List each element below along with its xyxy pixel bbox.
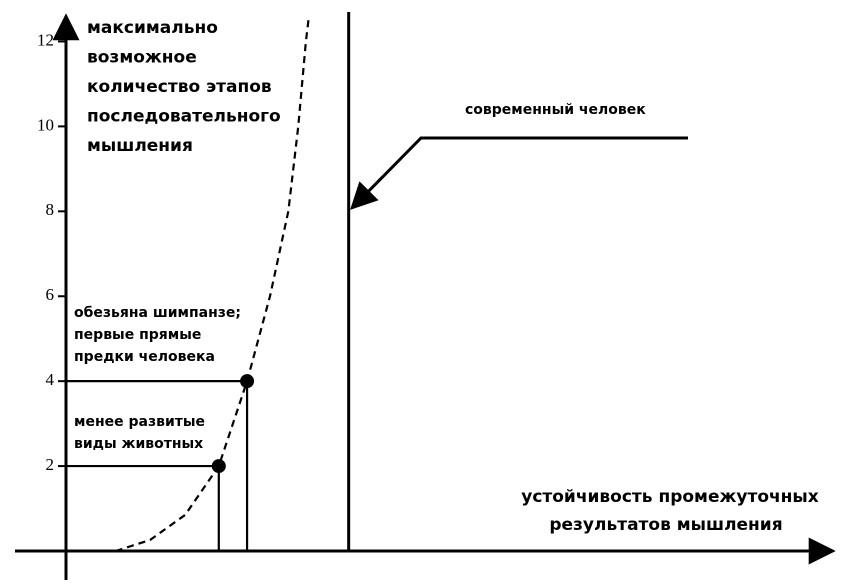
x-axis-title: устойчивость промежуточных <box>521 487 819 507</box>
y-axis-title: возможное <box>87 48 197 68</box>
y-tick-label: 10 <box>37 115 54 134</box>
point-label: предки человека <box>74 349 215 365</box>
point-label: обезьяна шимпанзе; <box>74 305 241 321</box>
y-axis-title: максимально <box>87 18 218 38</box>
reference-label: современный человек <box>465 102 646 118</box>
y-axis-title: последовательного <box>87 107 281 127</box>
point-label: виды животных <box>74 436 203 452</box>
y-tick-label: 2 <box>46 455 55 474</box>
point-label: менее развитые <box>74 414 205 430</box>
point <box>211 459 226 474</box>
point-label: первые прямые <box>74 327 201 343</box>
pointer-arrow <box>350 136 688 210</box>
y-tick-label: 4 <box>46 370 55 389</box>
y-axis-title: количество этапов <box>87 77 272 97</box>
point <box>240 374 255 389</box>
curve <box>115 15 311 553</box>
y-axis-title: мышления <box>87 136 193 156</box>
y-tick-label: 6 <box>46 285 55 304</box>
x-axis-title: результатов мышления <box>549 515 782 535</box>
y-tick-label: 12 <box>37 30 54 49</box>
y-tick-label: 8 <box>46 200 55 219</box>
